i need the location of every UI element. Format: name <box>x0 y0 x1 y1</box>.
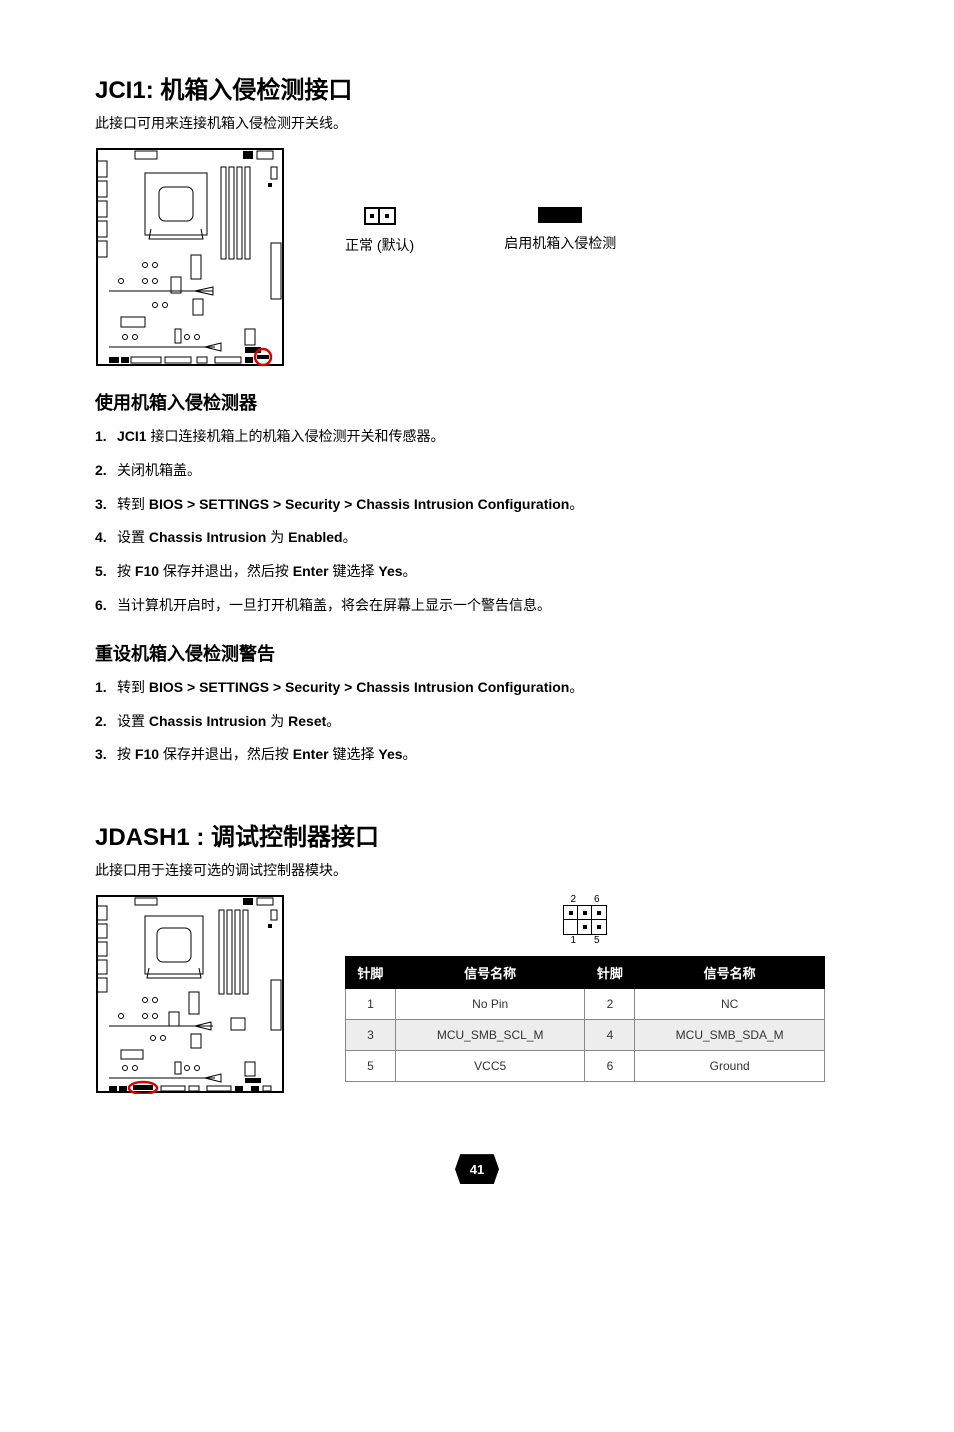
pin-label-top-2: 6 <box>594 894 600 905</box>
motherboard-diagram-jci1 <box>95 147 285 367</box>
table-cell: No Pin <box>395 989 585 1020</box>
jumper-states: 正常 (默认) 启用机箱入侵检测 <box>345 207 616 255</box>
pinout-table: 针脚 信号名称 针脚 信号名称 1No Pin2NC3MCU_SMB_SCL_M… <box>345 956 825 1082</box>
motherboard-diagram-jdash1 <box>95 894 285 1094</box>
jci1-top-row: 正常 (默认) 启用机箱入侵检测 <box>95 147 859 367</box>
use-detector-heading: 使用机箱入侵检测器 <box>95 389 859 415</box>
jumper-closed-icon <box>538 207 582 223</box>
step-item: 按 F10 保存并退出，然后按 Enter 键选择 Yes。 <box>95 560 859 584</box>
table-cell: 5 <box>346 1051 396 1082</box>
table-cell: 2 <box>585 989 635 1020</box>
pinout-tbody: 1No Pin2NC3MCU_SMB_SCL_M4MCU_SMB_SDA_M5V… <box>346 989 825 1082</box>
pin-label-top-1: 2 <box>570 894 576 905</box>
jumper-open-icon <box>364 207 396 225</box>
reset-steps-list: 转到 BIOS > SETTINGS > Security > Chassis … <box>95 676 859 767</box>
th-pin-2: 针脚 <box>585 957 635 989</box>
pin-diagram: 2 6 1 5 <box>345 894 825 946</box>
step-item: 按 F10 保存并退出，然后按 Enter 键选择 Yes。 <box>95 743 859 767</box>
table-cell: 4 <box>585 1020 635 1051</box>
step-item: 当计算机开启时，一旦打开机箱盖，将会在屏幕上显示一个警告信息。 <box>95 594 859 618</box>
step-item: 设置 Chassis Intrusion 为 Reset。 <box>95 710 859 734</box>
table-cell: Ground <box>635 1051 825 1082</box>
jdash1-table-wrap: 2 6 1 5 针脚 <box>345 894 825 1082</box>
step-item: JCI1 接口连接机箱上的机箱入侵检测开关和传感器。 <box>95 425 859 449</box>
table-cell: NC <box>635 989 825 1020</box>
table-cell: VCC5 <box>395 1051 585 1082</box>
jumper-enabled: 启用机箱入侵检测 <box>504 207 616 255</box>
jdash1-row: 2 6 1 5 针脚 <box>95 894 859 1094</box>
jdash1-title: JDASH1 : 调试控制器接口 <box>95 817 859 852</box>
use-steps-list: JCI1 接口连接机箱上的机箱入侵检测开关和传感器。关闭机箱盖。转到 BIOS … <box>95 425 859 618</box>
table-cell: 6 <box>585 1051 635 1082</box>
pin-label-bot-2: 5 <box>594 935 600 946</box>
th-signal-1: 信号名称 <box>395 957 585 989</box>
jci1-title: JCI1: 机箱入侵检测接口 <box>95 70 859 105</box>
table-row: 1No Pin2NC <box>346 989 825 1020</box>
jci1-section: JCI1: 机箱入侵检测接口 此接口可用来连接机箱入侵检测开关线。 <box>95 70 859 767</box>
step-item: 转到 BIOS > SETTINGS > Security > Chassis … <box>95 676 859 700</box>
step-item: 转到 BIOS > SETTINGS > Security > Chassis … <box>95 493 859 517</box>
page-number-badge: 41 <box>455 1154 499 1184</box>
step-item: 关闭机箱盖。 <box>95 459 859 483</box>
jumper-enabled-label: 启用机箱入侵检测 <box>504 233 616 253</box>
jdash1-subtitle: 此接口用于连接可选的调试控制器模块。 <box>95 860 859 880</box>
jci1-subtitle: 此接口可用来连接机箱入侵检测开关线。 <box>95 113 859 133</box>
table-row: 5VCC56Ground <box>346 1051 825 1082</box>
step-item: 设置 Chassis Intrusion 为 Enabled。 <box>95 526 859 550</box>
pin-label-bot-1: 1 <box>570 935 576 946</box>
table-cell: 3 <box>346 1020 396 1051</box>
th-signal-2: 信号名称 <box>635 957 825 989</box>
th-pin-1: 针脚 <box>346 957 396 989</box>
table-cell: MCU_SMB_SDA_M <box>635 1020 825 1051</box>
jumper-normal: 正常 (默认) <box>345 207 414 255</box>
reset-warning-heading: 重设机箱入侵检测警告 <box>95 640 859 666</box>
pin-grid-icon <box>563 905 607 935</box>
table-row: 3MCU_SMB_SCL_M4MCU_SMB_SDA_M <box>346 1020 825 1051</box>
jumper-normal-label: 正常 (默认) <box>345 235 414 255</box>
jdash1-section: JDASH1 : 调试控制器接口 此接口用于连接可选的调试控制器模块。 <box>95 817 859 1094</box>
table-cell: 1 <box>346 989 396 1020</box>
table-cell: MCU_SMB_SCL_M <box>395 1020 585 1051</box>
